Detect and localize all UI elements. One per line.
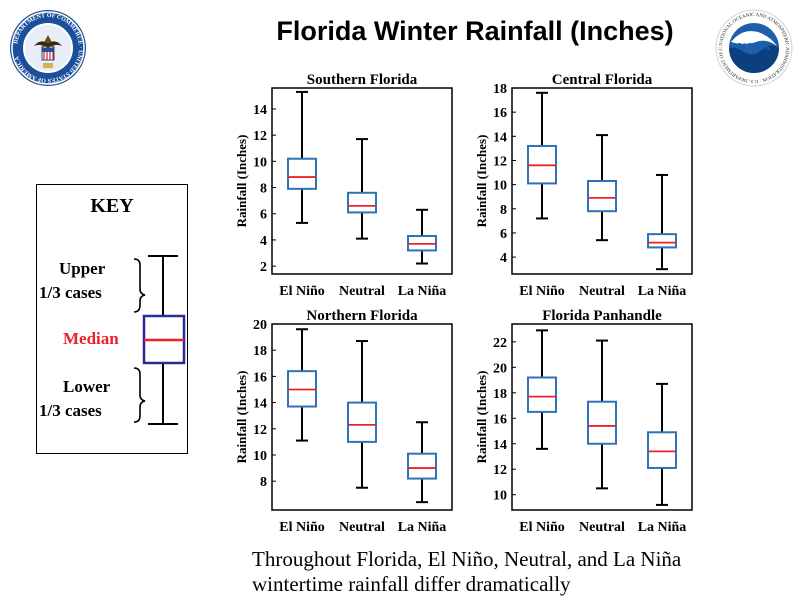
plot-frame <box>271 323 453 511</box>
y-tick-label: 22 <box>493 336 507 351</box>
iqr-box <box>347 401 377 443</box>
y-tick-label: 20 <box>493 361 507 376</box>
chart-title: Central Florida <box>552 72 653 88</box>
x-tick-label: Neutral <box>339 284 385 299</box>
y-tick-label: 12 <box>253 423 267 438</box>
y-tick-label: 12 <box>493 463 507 478</box>
caption-line-1: Throughout Florida, El Niño, Neutral, an… <box>252 547 682 571</box>
x-tick-label: Neutral <box>579 284 625 299</box>
iqr-box <box>647 431 677 469</box>
y-tick-label: 16 <box>493 106 507 121</box>
key-median-label: Median <box>63 329 119 348</box>
iqr-box <box>587 180 617 213</box>
chart-southern-florida: Southern Florida Rainfall (Inches) 2 4 6 8 10 1… <box>230 70 466 311</box>
x-tick-label: El Niño <box>519 284 565 299</box>
noaa-logo-icon: NOAA NATIONAL OCEANIC AND ATMOSPHERIC AD… <box>712 5 794 88</box>
key-legend: KEY Upper 1/3 cases Median Lower 1/3 cas… <box>36 184 188 454</box>
y-tick-label: 18 <box>493 82 507 97</box>
x-tick-label: El Niño <box>279 284 325 299</box>
y-tick-label: 14 <box>493 130 507 145</box>
y-tick-label: 2 <box>260 260 267 275</box>
plot-frame <box>271 87 453 275</box>
key-lower-brace <box>133 367 146 423</box>
y-axis-label: Rainfall (Inches) <box>474 135 489 228</box>
y-tick-label: 14 <box>253 103 267 118</box>
chart-title: Southern Florida <box>307 72 418 88</box>
y-tick-label: 12 <box>493 154 507 169</box>
y-tick-label: 10 <box>253 155 267 170</box>
y-tick-label: 12 <box>253 129 267 144</box>
key-lower-label-line1: Lower <box>63 377 111 396</box>
box-neutral <box>347 340 377 489</box>
x-tick-label: La Niña <box>398 284 447 299</box>
iqr-box <box>587 400 617 445</box>
chart-central-florida: Central Florida Rainfall (Inches) 4 6 8 10 12 1… <box>470 70 706 311</box>
key-lower-label-line2: 1/3 cases <box>39 401 102 420</box>
iqr-box <box>407 452 437 480</box>
chart-title: Northern Florida <box>306 308 418 324</box>
y-tick-label: 8 <box>260 475 267 490</box>
box-plot-svg: Northern Florida Rainfall (Inches) 8 10 12 14… <box>234 308 453 535</box>
key-upper-label-line2: 1/3 cases <box>39 283 102 302</box>
caption: Throughout Florida, El Niño, Neutral, an… <box>252 547 792 597</box>
box-plot-svg: Southern Florida Rainfall (Inches) 2 4 6 8 10 1… <box>234 72 453 299</box>
iqr-box <box>647 233 677 249</box>
plot-frame <box>511 87 693 275</box>
y-tick-label: 8 <box>500 203 507 218</box>
iqr-box <box>287 157 317 190</box>
caption-line-2: wintertime rainfall differ dramatically <box>252 572 571 596</box>
department-of-commerce-seal-icon: DEPARTMENT OF COMMERCE · UNITED STATES O… <box>8 8 88 88</box>
y-axis-label: Rainfall (Inches) <box>474 371 489 464</box>
x-tick-label: Neutral <box>579 520 625 535</box>
x-tick-label: La Niña <box>638 520 687 535</box>
y-tick-label: 6 <box>260 208 267 223</box>
x-tick-label: La Niña <box>638 284 687 299</box>
key-title: KEY <box>90 195 134 217</box>
y-tick-label: 16 <box>493 412 507 427</box>
y-tick-label: 10 <box>493 489 507 504</box>
y-axis-label: Rainfall (Inches) <box>234 371 249 464</box>
box-neutral <box>587 339 617 490</box>
box-plot-svg: Central Florida Rainfall (Inches) 4 6 8 10 12 1… <box>474 72 693 299</box>
y-tick-label: 18 <box>253 344 267 359</box>
y-tick-label: 4 <box>500 251 507 266</box>
box-el-nino <box>287 90 317 224</box>
iqr-box <box>527 376 557 413</box>
y-tick-label: 6 <box>500 227 507 242</box>
box-la-nina <box>407 208 437 265</box>
y-axis-label: Rainfall (Inches) <box>234 135 249 228</box>
y-tick-label: 8 <box>260 182 267 197</box>
box-neutral <box>347 138 377 240</box>
y-tick-label: 14 <box>493 438 507 453</box>
y-tick-label: 20 <box>253 318 267 333</box>
box-el-nino <box>287 328 317 442</box>
chart-florida-panhandle: Florida Panhandle Rainfall (Inches) 10 12 14… <box>470 306 706 547</box>
box-la-nina <box>647 382 677 506</box>
chart-title: Florida Panhandle <box>542 308 662 324</box>
x-tick-label: El Niño <box>279 520 325 535</box>
box-neutral <box>587 134 617 242</box>
svg-text:NOAA: NOAA <box>738 41 770 53</box>
page-title: Florida Winter Rainfall (Inches) <box>276 16 674 46</box>
x-tick-label: Neutral <box>339 520 385 535</box>
key-upper-label-line1: Upper <box>59 259 106 278</box>
key-upper-brace <box>133 258 146 313</box>
box-el-nino <box>527 91 557 220</box>
y-tick-label: 18 <box>493 387 507 402</box>
x-tick-label: La Niña <box>398 520 447 535</box>
y-tick-label: 4 <box>260 234 267 249</box>
y-tick-label: 10 <box>253 449 267 464</box>
key-diagram <box>133 255 186 425</box>
y-tick-label: 14 <box>253 397 267 412</box>
y-tick-label: 16 <box>253 370 267 385</box>
y-tick-label: 10 <box>493 179 507 194</box>
box-la-nina <box>407 421 437 504</box>
plot-frame <box>511 323 693 511</box>
box-el-nino <box>527 329 557 450</box>
x-tick-label: El Niño <box>519 520 565 535</box>
chart-northern-florida: Northern Florida Rainfall (Inches) 8 10 12 14… <box>230 306 466 547</box>
box-la-nina <box>647 173 677 271</box>
box-plot-svg: Florida Panhandle Rainfall (Inches) 10 12 14… <box>474 308 693 535</box>
iqr-box <box>347 191 377 214</box>
